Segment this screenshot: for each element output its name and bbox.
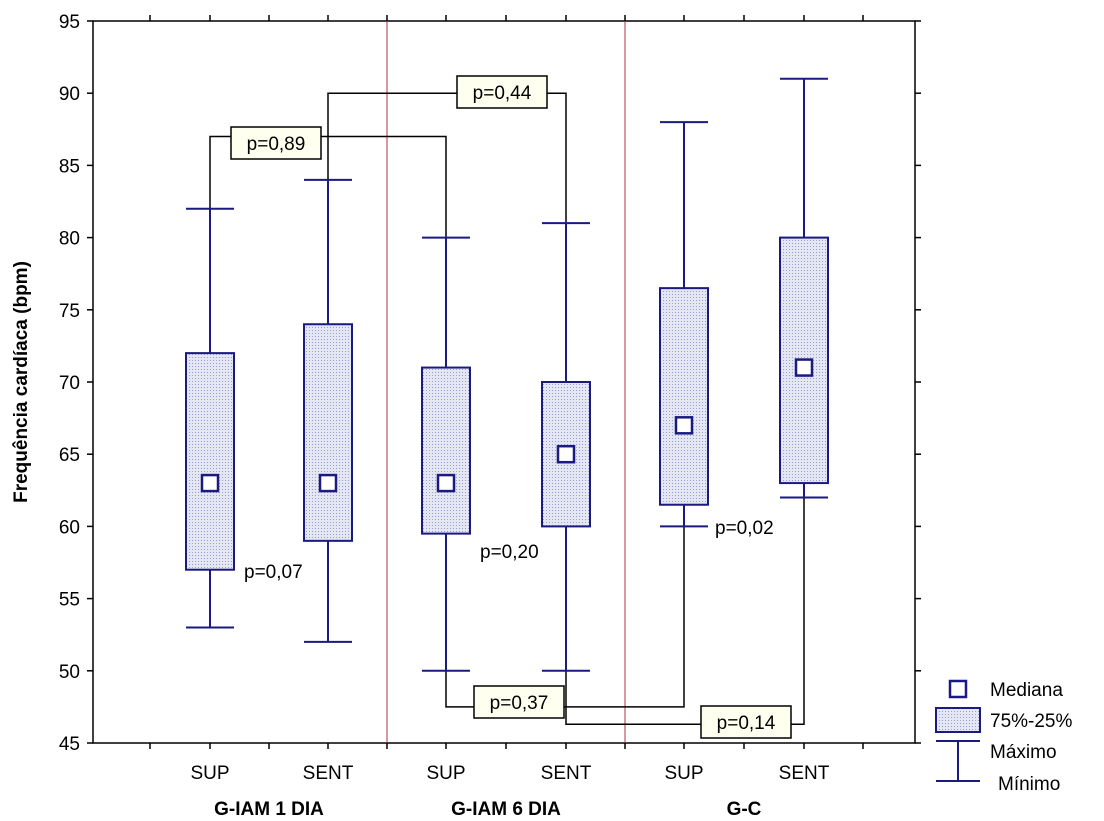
median-marker xyxy=(200,473,220,493)
y-tick-label: 45 xyxy=(59,734,80,755)
comparison-line xyxy=(565,497,805,725)
legend-label-median: Mediana xyxy=(990,680,1063,701)
p-value-box: p=0,89 xyxy=(230,126,322,160)
p-value-box: p=0,37 xyxy=(473,685,565,719)
category-label: SENT xyxy=(779,763,830,784)
category-label: SUP xyxy=(664,763,703,784)
iqr-box xyxy=(659,287,709,506)
y-axis-label: Frequência cardíaca (bpm) xyxy=(11,261,32,503)
category-label: SUP xyxy=(426,763,465,784)
y-tick-label: 95 xyxy=(59,12,80,33)
p-value-label: p=0,14 xyxy=(717,713,776,734)
group-label: G-C xyxy=(727,799,762,820)
category-label: SENT xyxy=(303,763,354,784)
median-marker xyxy=(794,358,814,377)
legend-median-symbol xyxy=(948,679,968,699)
y-tick-label: 90 xyxy=(59,84,80,105)
p-value-label: p=0,20 xyxy=(480,542,539,563)
box-sup-1 xyxy=(185,207,235,629)
p-value-frame xyxy=(230,126,322,160)
p-value-label: p=0,37 xyxy=(490,693,549,714)
y-tick-label: 75 xyxy=(59,301,80,322)
iqr-box xyxy=(303,323,353,542)
comparison-line xyxy=(445,526,685,708)
p-value-label: p=0,02 xyxy=(715,518,774,539)
box-sup-5 xyxy=(659,121,709,528)
box-sent-6 xyxy=(779,77,829,499)
box-sup-3 xyxy=(421,236,471,672)
median-marker xyxy=(318,473,338,493)
iqr-box xyxy=(185,352,235,571)
p-value-frame xyxy=(456,75,548,109)
y-tick-label: 80 xyxy=(59,229,80,250)
box-sent-4 xyxy=(541,222,591,672)
box-sent-2 xyxy=(303,178,353,643)
median-marker xyxy=(436,473,456,493)
legend-label-box: 75%-25% xyxy=(990,711,1072,732)
p-value-label: p=0,44 xyxy=(473,83,532,104)
p-value-frame xyxy=(700,705,792,739)
comparison-line xyxy=(327,92,567,224)
p-value-frame xyxy=(473,685,565,719)
group-label: G-IAM 1 DIA xyxy=(214,799,324,820)
category-label: SENT xyxy=(541,763,592,784)
y-tick-label: 70 xyxy=(59,373,80,394)
p-value-box: p=0,44 xyxy=(456,75,548,109)
y-tick-label: 65 xyxy=(59,445,80,466)
y-tick-label: 85 xyxy=(59,156,80,177)
legend-label-none: Mínimo xyxy=(998,774,1060,795)
legend-label-whisker: Máximo xyxy=(990,742,1057,763)
p-value-box: p=0,14 xyxy=(700,705,792,739)
median-marker xyxy=(674,416,694,435)
median-marker xyxy=(556,444,576,464)
p-value-label: p=0,89 xyxy=(247,134,306,155)
iqr-box xyxy=(421,366,471,535)
y-tick-label: 55 xyxy=(59,590,80,611)
category-label: SUP xyxy=(190,763,229,784)
y-tick-label: 60 xyxy=(59,517,80,538)
y-tick-label: 50 xyxy=(59,662,80,683)
group-label: G-IAM 6 DIA xyxy=(451,799,561,820)
legend-box-symbol xyxy=(935,707,981,733)
p-value-label: p=0,07 xyxy=(244,562,303,583)
